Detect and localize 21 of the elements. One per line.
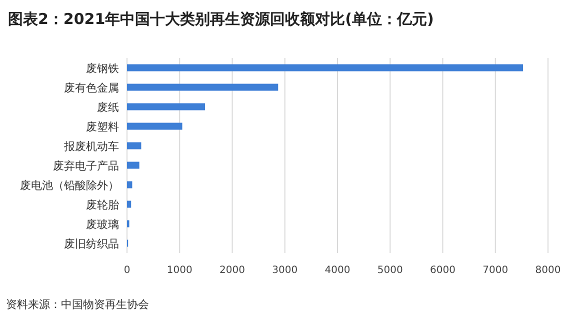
y-tick-label: 废有色金属 — [64, 81, 119, 94]
x-tick-label: 6000 — [430, 265, 456, 276]
x-tick-label: 4000 — [324, 265, 350, 276]
x-tick-label: 3000 — [272, 265, 298, 276]
x-tick-label: 5000 — [377, 265, 403, 276]
x-tick-label: 1000 — [166, 265, 192, 276]
x-tick-label: 7000 — [482, 265, 508, 276]
y-tick-label: 废电池（铅酸除外） — [20, 178, 119, 192]
y-tick-label: 废弃电子产品 — [53, 159, 119, 172]
y-tick-label: 废钢铁 — [86, 62, 119, 75]
y-tick-label: 废轮胎 — [86, 198, 119, 212]
y-tick-label: 报废机动车 — [63, 140, 119, 153]
chart-title: 图表2：2021年中国十大类别再生资源回收额对比(单位：亿元) — [8, 10, 434, 28]
x-tick-label: 8000 — [535, 265, 561, 276]
y-tick-label: 废旧纺织品 — [64, 237, 119, 250]
y-tick-label: 废玻璃 — [86, 218, 119, 231]
text: 资料来源：中国物资再生协会 — [6, 298, 149, 311]
y-tick-label: 废纸 — [97, 100, 119, 114]
x-tick-label: 0 — [124, 265, 130, 276]
x-tick-label: 2000 — [220, 265, 245, 276]
y-tick-label: 废塑料 — [86, 120, 119, 134]
